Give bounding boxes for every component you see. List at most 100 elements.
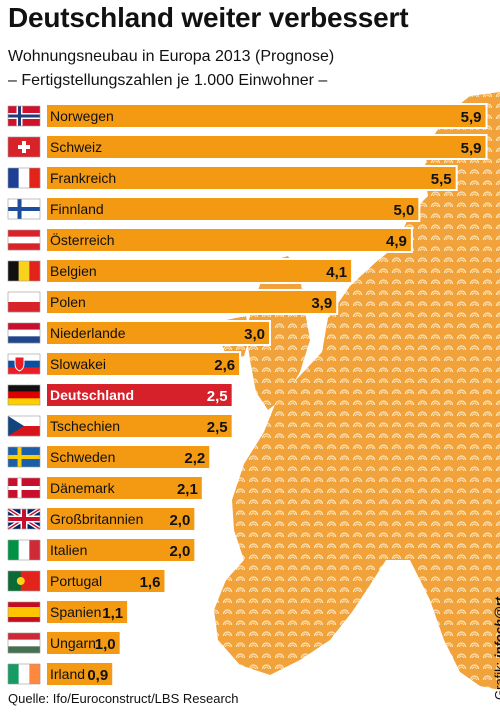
flag-denmark-icon xyxy=(7,477,41,499)
category-label: Polen xyxy=(50,294,86,310)
value-label: 2,5 xyxy=(207,388,228,405)
value-label: 5,5 xyxy=(431,171,452,188)
category-label: Österreich xyxy=(50,231,115,248)
category-label: Spanien xyxy=(50,604,101,620)
bar xyxy=(45,196,421,222)
flag-uk-icon xyxy=(6,507,42,531)
value-label: 4,1 xyxy=(326,264,347,281)
value-label: 4,9 xyxy=(386,233,407,250)
flag-austria-icon xyxy=(7,229,41,251)
flag-hungary-icon xyxy=(7,632,41,654)
bar-row-12: Dänemark 2,1 xyxy=(7,475,204,501)
value-label: 2,6 xyxy=(214,357,235,374)
bar xyxy=(45,320,271,346)
bar xyxy=(45,413,234,439)
credit-prefix: Grafik: xyxy=(492,661,500,700)
bar xyxy=(45,134,488,160)
bar xyxy=(45,382,234,408)
bar xyxy=(45,568,167,594)
category-label: Portugal xyxy=(50,573,102,589)
value-label: 5,9 xyxy=(461,140,482,157)
flag-slovakia-icon xyxy=(7,353,41,375)
category-label: Italien xyxy=(50,542,87,558)
flag-portugal-icon xyxy=(7,570,41,592)
flag-norway-icon xyxy=(7,105,41,127)
flag-czechia-icon xyxy=(7,415,41,437)
bar-row-18: Irland 0,9 xyxy=(7,661,115,687)
bar-row-0: Norwegen 5,9 xyxy=(7,103,488,129)
value-label: 0,9 xyxy=(87,667,108,684)
chart-title: Deutschland weiter verbessert xyxy=(8,2,409,33)
bar xyxy=(45,258,354,284)
bar-row-10: Tschechien 2,5 xyxy=(7,413,234,439)
flag-switzerland-icon xyxy=(7,136,41,158)
value-label: 2,0 xyxy=(169,512,190,529)
bar-row-7: Niederlande 3,0 xyxy=(7,320,271,346)
bar xyxy=(45,103,488,129)
value-label: 2,5 xyxy=(207,419,228,436)
value-label: 5,0 xyxy=(393,202,414,219)
category-label: Schweden xyxy=(50,449,115,465)
bar xyxy=(45,475,204,501)
bar xyxy=(45,599,130,625)
bar-row-1: Schweiz 5,9 xyxy=(7,134,488,160)
value-label: 1,1 xyxy=(102,605,123,622)
bar xyxy=(45,661,115,687)
category-label: Großbritannien xyxy=(50,511,143,527)
bar-row-15: Portugal 1,6 xyxy=(7,568,167,594)
category-label: Belgien xyxy=(50,263,97,279)
bar xyxy=(45,444,212,470)
category-label: Tschechien xyxy=(50,418,120,434)
chart-subtitle-note: – Fertigstellungszahlen je 1.000 Einwohn… xyxy=(8,72,328,89)
flag-ireland-icon xyxy=(7,663,41,685)
flag-germany-icon xyxy=(7,384,41,406)
bar-row-4: Österreich 4,9 xyxy=(7,227,413,253)
flag-belgium-icon xyxy=(7,260,41,282)
bar-row-13: Großbritannien 2,0 xyxy=(6,506,197,532)
value-label: 2,1 xyxy=(177,481,198,498)
value-label: 1,6 xyxy=(140,574,161,591)
value-label: 2,2 xyxy=(184,450,205,467)
bar-row-16: Spanien 1,1 xyxy=(7,599,130,625)
flag-italy-icon xyxy=(7,539,41,561)
category-label: Slowakei xyxy=(50,356,106,372)
flag-france-icon xyxy=(7,167,41,189)
value-label: 5,9 xyxy=(461,109,482,126)
value-label: 1,0 xyxy=(95,636,116,653)
bar-row-8: Slowakei 2,6 xyxy=(7,351,242,377)
map-mainland xyxy=(214,92,500,690)
bar-row-14: Italien 2,0 xyxy=(7,537,197,563)
bar xyxy=(45,289,339,315)
graphic-credit: Grafik: infoch@rt. xyxy=(492,593,500,700)
bar xyxy=(45,630,122,656)
category-label: Irland xyxy=(50,666,85,682)
flag-poland-icon xyxy=(7,291,41,313)
credit-brand: infoch@rt. xyxy=(492,593,500,659)
map-scandinavia xyxy=(440,226,476,272)
bar-row-2: Frankreich 5,5 xyxy=(7,165,458,191)
value-label: 3,0 xyxy=(244,326,265,343)
bar xyxy=(45,537,197,563)
bar-row-5: Belgien 4,1 xyxy=(7,258,354,284)
bar-row-11: Schweden 2,2 xyxy=(7,444,212,470)
flag-spain-icon xyxy=(7,601,41,623)
category-label: Schweiz xyxy=(50,139,102,155)
category-label: Ungarn xyxy=(50,635,96,651)
category-label: Niederlande xyxy=(50,325,126,341)
bar-row-9: Deutschland 2,5 xyxy=(7,382,234,408)
bar-row-3: Finnland 5,0 xyxy=(7,196,421,222)
bar-row-6: Polen 3,9 xyxy=(7,289,339,315)
bar xyxy=(45,227,413,253)
chart-subtitle: Wohnungsneubau in Europa 2013 (Prognose) xyxy=(8,48,335,65)
flag-netherlands-icon xyxy=(7,322,41,344)
category-label: Deutschland xyxy=(50,387,134,403)
flag-finland-icon xyxy=(7,198,41,220)
value-label: 3,9 xyxy=(311,295,332,312)
category-label: Finnland xyxy=(50,201,104,217)
flag-sweden-icon xyxy=(7,446,41,468)
bar xyxy=(45,506,197,532)
value-label: 2,0 xyxy=(169,543,190,560)
